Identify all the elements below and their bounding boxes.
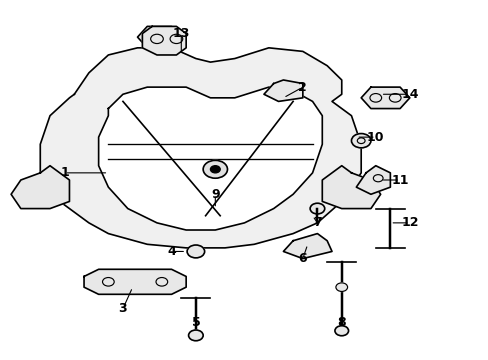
Text: 11: 11 xyxy=(390,174,408,186)
Text: 10: 10 xyxy=(366,131,384,144)
Text: 12: 12 xyxy=(400,216,418,229)
Text: 8: 8 xyxy=(337,316,346,329)
Circle shape xyxy=(187,245,204,258)
Circle shape xyxy=(351,134,370,148)
Text: 1: 1 xyxy=(60,166,69,179)
Text: 7: 7 xyxy=(312,216,321,229)
Polygon shape xyxy=(99,87,322,230)
Text: 13: 13 xyxy=(172,27,190,40)
Polygon shape xyxy=(137,26,181,48)
Polygon shape xyxy=(356,166,389,194)
Text: 6: 6 xyxy=(298,252,306,265)
Polygon shape xyxy=(40,48,361,248)
Text: 9: 9 xyxy=(211,188,219,201)
Text: 2: 2 xyxy=(298,81,306,94)
Text: 3: 3 xyxy=(119,302,127,315)
Polygon shape xyxy=(11,166,69,208)
Polygon shape xyxy=(322,166,380,208)
Polygon shape xyxy=(142,26,186,55)
Text: 4: 4 xyxy=(167,245,176,258)
Polygon shape xyxy=(283,234,331,258)
Text: 14: 14 xyxy=(400,88,418,101)
Circle shape xyxy=(334,326,348,336)
Text: 5: 5 xyxy=(191,316,200,329)
Circle shape xyxy=(203,160,227,178)
Polygon shape xyxy=(84,269,186,294)
Circle shape xyxy=(188,330,203,341)
Circle shape xyxy=(309,203,324,214)
Polygon shape xyxy=(361,87,409,109)
Circle shape xyxy=(210,166,220,173)
Polygon shape xyxy=(264,80,302,102)
Circle shape xyxy=(335,283,347,292)
